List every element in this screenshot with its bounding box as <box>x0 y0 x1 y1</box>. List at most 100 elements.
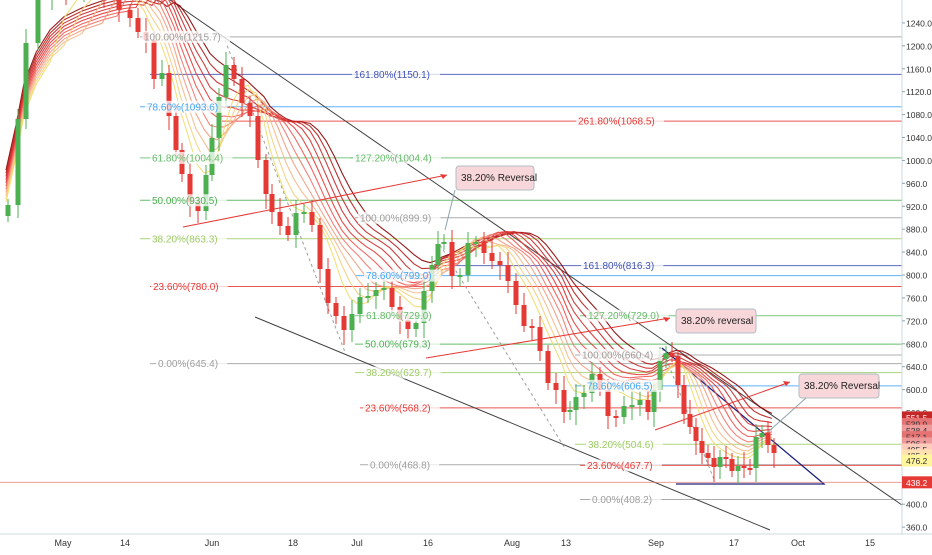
candle-body <box>545 351 551 383</box>
price-tick-label: 600.0 <box>906 385 928 395</box>
candle-body <box>333 303 339 316</box>
candle-body <box>389 288 395 307</box>
fib-label-bg <box>150 151 233 164</box>
price-tick-label: 1120.0 <box>906 87 932 97</box>
fib-label-bg <box>364 366 441 379</box>
candle-body <box>693 427 699 441</box>
candle-body <box>675 356 681 385</box>
time-tick-label: Sep <box>648 538 664 548</box>
fib-level-label: 78.60%(606.5) <box>587 381 653 392</box>
callout-box <box>798 373 880 399</box>
price-badge-label: 551.5 <box>906 413 928 423</box>
candle-body <box>505 265 511 281</box>
price-tick-label: 880.0 <box>906 225 928 235</box>
candle-body <box>567 410 573 412</box>
candle-body <box>135 18 141 32</box>
fib-level-label: 50.00%(930.5) <box>152 196 218 207</box>
callout-arrow <box>425 317 671 359</box>
candle-body <box>5 205 11 216</box>
price-badge-label: 438.2 <box>906 478 928 488</box>
candle-body <box>465 243 471 275</box>
retrace-dashed-line <box>439 244 567 451</box>
price-tick-label: 1160.0 <box>906 64 932 74</box>
fib-level-label: 38.20%(629.7) <box>366 368 432 379</box>
price-tick-label: 760.0 <box>906 293 928 303</box>
fib-label-bg <box>145 100 228 113</box>
candle-body <box>35 0 41 43</box>
candle-body <box>223 65 229 97</box>
fib-level-label: 0.00%(468.8) <box>370 460 430 471</box>
fib-level-label: 61.80%(729.0) <box>366 311 432 322</box>
time-tick-label: 14 <box>120 538 130 548</box>
callout-arrow <box>654 381 791 431</box>
candle-body <box>239 79 245 103</box>
fib-level-label: 127.20%(1004.4) <box>355 153 432 164</box>
time-axis-group: May 14 Jun 18 Jul 16 Aug 13 Sep 17 Oct 15 <box>0 533 932 550</box>
callout-arrowhead <box>440 174 447 179</box>
candles-group <box>5 0 777 484</box>
price-tick-label: 920.0 <box>906 202 928 212</box>
price-tick-label: 800.0 <box>906 271 928 281</box>
fib-label-bg <box>368 458 440 471</box>
candle-body <box>699 441 705 453</box>
time-tick-label: Jul <box>351 538 363 548</box>
candle-body <box>317 225 323 269</box>
candle-body <box>717 457 723 467</box>
candle-body <box>735 466 741 471</box>
candle-body <box>166 73 172 116</box>
fib-label-bg <box>156 357 228 370</box>
candle-body <box>687 414 693 427</box>
candle-body <box>349 314 355 330</box>
candle-body <box>513 281 519 305</box>
callout-text: 38.20% Reversal <box>804 381 880 392</box>
price-tick-label: 960.0 <box>906 179 928 189</box>
time-tick-label: 18 <box>288 538 298 548</box>
price-tick-label: 720.0 <box>906 316 928 326</box>
candle-body <box>173 116 179 150</box>
fib-label-bg <box>363 401 440 414</box>
fib-label-bg <box>586 309 669 322</box>
price-badge-label: 539.9 <box>906 420 928 430</box>
candle-body <box>195 202 201 211</box>
fib-labels-group: 100.00%(1215.7) 161.80%(1150.1) 78.60%(109… <box>142 30 669 506</box>
candle-body <box>293 213 299 235</box>
candle-body <box>613 416 619 418</box>
callout-pointer <box>767 397 807 433</box>
fib-level-label: 100.00%(1215.7) <box>144 32 221 43</box>
fib-level-label: 38.20%(504.6) <box>588 440 654 451</box>
fib-label-bg <box>151 280 228 293</box>
candle-body <box>341 316 347 330</box>
fib-label-bg <box>364 269 441 282</box>
fib-level-label: 78.60%(799.0) <box>366 271 432 282</box>
callout-text: 38.20% reversal <box>681 316 753 327</box>
time-tick-label: 15 <box>865 538 875 548</box>
candle-body <box>309 212 315 225</box>
fib-level-label: 127.20%(729.0) <box>588 311 659 322</box>
fib-level-label: 23.60%(467.7) <box>587 461 653 472</box>
candle-body <box>255 116 261 160</box>
candle-body <box>605 390 611 416</box>
fib-levels-group <box>140 36 902 501</box>
candle-body <box>23 43 29 119</box>
candle-body <box>216 97 222 138</box>
fib-label-bg <box>363 338 440 351</box>
fib-level-label: 100.00%(899.9) <box>360 213 431 224</box>
candle-body <box>723 457 729 459</box>
time-tick-label: Jun <box>205 538 220 548</box>
fib-level-label: 161.80%(816.3) <box>583 261 654 272</box>
callout-arrow <box>182 174 448 228</box>
candle-body <box>159 73 165 79</box>
time-tick-label: Aug <box>504 538 520 548</box>
candle-body <box>637 400 643 405</box>
candle-body <box>771 445 777 453</box>
fib-label-bg <box>581 259 664 272</box>
fib-level-label: 161.80%(1150.1) <box>354 70 430 81</box>
fib-label-bg <box>364 309 441 322</box>
candle-body <box>561 390 567 412</box>
candle-body <box>645 400 651 412</box>
candle-body <box>573 397 579 410</box>
callouts-group: 38.20% Reversal 38.20% reversal 38.20% Rev… <box>182 165 880 433</box>
candle-body <box>405 320 411 329</box>
